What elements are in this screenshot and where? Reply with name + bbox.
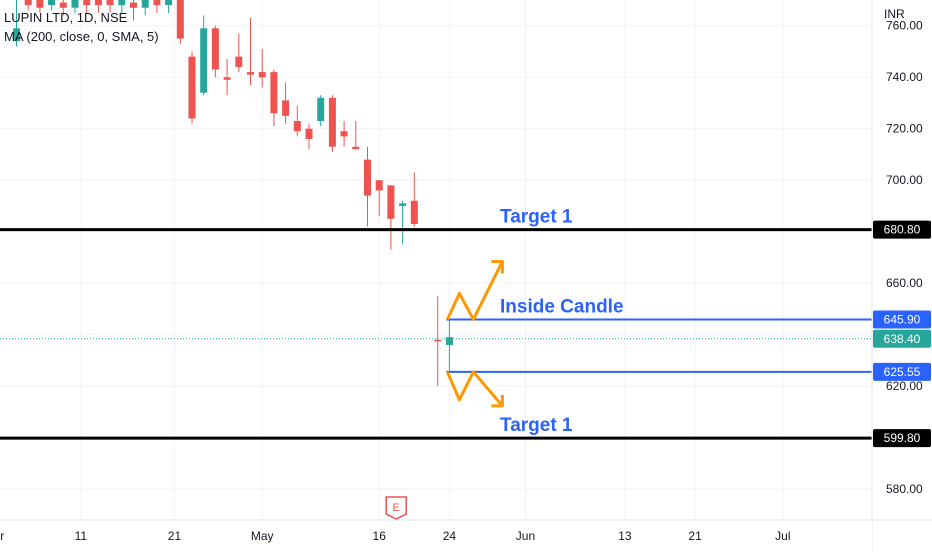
price-tick-label: 660.00 <box>886 276 923 290</box>
price-tick-label: 740.00 <box>886 70 923 84</box>
candle-body[interactable] <box>399 203 407 206</box>
candle-body[interactable] <box>36 0 44 8</box>
price-tick-label: 580.00 <box>886 482 923 496</box>
time-tick-label: 13 <box>618 529 632 543</box>
candle-body[interactable] <box>130 2 137 8</box>
candle-body[interactable] <box>223 77 231 80</box>
price-level-tag[interactable] <box>873 310 931 329</box>
breakout-up-arrowhead <box>491 259 504 274</box>
level-annotation: Inside Candle <box>500 296 624 317</box>
candle-body[interactable] <box>340 131 348 137</box>
time-tick-label: 11 <box>75 529 88 543</box>
indicator-label[interactable]: MA (200, close, 0, SMA, 5) <box>4 29 159 44</box>
price-level-tag-label: 599.80 <box>884 431 921 445</box>
price-tick-label: 700.00 <box>886 173 923 187</box>
candle-body[interactable] <box>410 200 418 224</box>
price-level-tag-label: 625.55 <box>884 365 921 379</box>
candle-body[interactable] <box>270 72 278 114</box>
price-level-tag-label: 680.80 <box>884 223 921 237</box>
breakout-up-arrow <box>446 260 504 321</box>
candle-body[interactable] <box>445 337 453 345</box>
candle-body[interactable] <box>141 0 149 8</box>
candle-body[interactable] <box>434 339 442 342</box>
currency-label: INR <box>884 7 905 21</box>
time-axis[interactable] <box>0 521 872 550</box>
price-level-tag[interactable] <box>873 429 931 448</box>
time-tick-label: 21 <box>168 529 182 543</box>
time-tick-label: May <box>251 529 274 543</box>
time-tick-label: 16 <box>373 529 387 543</box>
candle-body[interactable] <box>352 146 360 150</box>
symbol-title[interactable]: LUPIN LTD, 1D, NSE <box>4 10 128 25</box>
candle-body[interactable] <box>305 128 313 140</box>
price-level-tag[interactable] <box>873 362 931 381</box>
candle-body[interactable] <box>71 0 79 8</box>
candle-body[interactable] <box>83 0 91 6</box>
level-annotation: Target 1 <box>500 415 573 436</box>
level-annotation: Target 1 <box>500 207 573 228</box>
candle-body[interactable] <box>375 180 383 191</box>
candle-body[interactable] <box>247 72 254 75</box>
candle-body[interactable] <box>258 72 266 78</box>
candle-body[interactable] <box>118 0 126 6</box>
price-level-tag-label: 645.90 <box>884 312 921 326</box>
candle-body[interactable] <box>200 28 208 93</box>
earnings-marker-label: E <box>393 502 400 514</box>
time-tick-label: 24 <box>443 529 457 543</box>
candle-body[interactable] <box>165 0 173 6</box>
candle-body[interactable] <box>387 185 395 219</box>
price-axis[interactable] <box>872 0 932 550</box>
candle-body[interactable] <box>176 0 184 39</box>
time-tick-label: Jun <box>516 529 535 543</box>
earnings-marker-icon[interactable] <box>385 496 407 520</box>
candle-body[interactable] <box>24 0 32 6</box>
price-tick-label: 760.00 <box>886 19 923 33</box>
candle-body[interactable] <box>188 56 196 119</box>
candle-body[interactable] <box>48 0 56 6</box>
candle-body[interactable] <box>328 97 336 147</box>
candle-body[interactable] <box>211 28 219 70</box>
breakdown-down-arrowhead <box>491 394 504 408</box>
time-tick-label: 21 <box>688 529 702 543</box>
price-tick-label: 720.00 <box>886 122 923 136</box>
breakdown-down-arrow <box>446 370 504 407</box>
time-tick-label: Jul <box>775 529 790 543</box>
candle-body[interactable] <box>94 0 102 6</box>
price-tick-label: 620.00 <box>886 379 923 393</box>
candle-body[interactable] <box>106 0 114 6</box>
candle-body[interactable] <box>153 0 161 6</box>
candle-body[interactable] <box>317 97 325 121</box>
candle-body[interactable] <box>13 28 20 42</box>
candle-body[interactable] <box>293 120 301 132</box>
chart-legend: LUPIN LTD, 1D, NSE MA (200, close, 0, SM… <box>4 8 159 46</box>
candle-body[interactable] <box>59 2 67 8</box>
last-price-tag[interactable] <box>873 329 931 348</box>
candle-body[interactable] <box>282 100 290 116</box>
last-price-tag-label: 638.40 <box>884 332 921 346</box>
candle-body[interactable] <box>364 159 371 196</box>
candle-body[interactable] <box>235 56 243 67</box>
price-level-tag[interactable] <box>873 220 931 239</box>
time-tick-label: or <box>0 529 4 543</box>
